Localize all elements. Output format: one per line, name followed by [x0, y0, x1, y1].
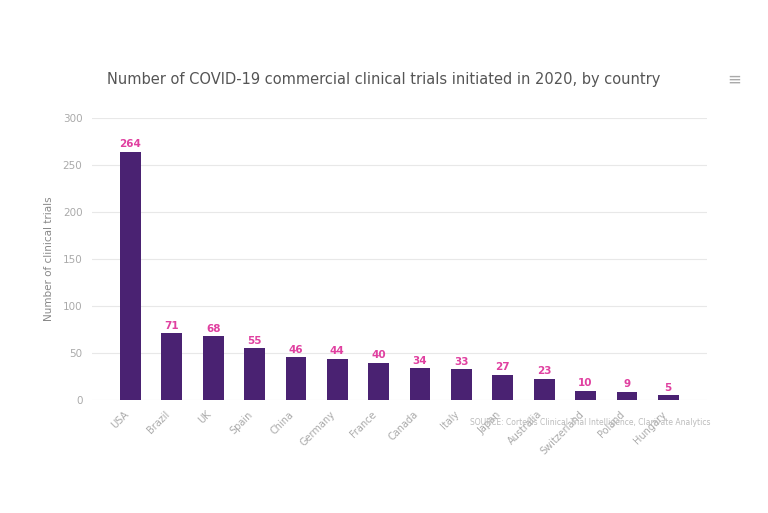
Text: 44: 44 — [330, 346, 345, 357]
Bar — [617, 392, 637, 400]
Bar — [161, 333, 182, 400]
Text: 10: 10 — [578, 379, 593, 388]
Text: 40: 40 — [372, 350, 386, 360]
Bar — [120, 152, 141, 400]
Text: Number of COVID-19 commercial clinical trials initiated in 2020, by country: Number of COVID-19 commercial clinical t… — [108, 72, 660, 87]
Text: 55: 55 — [247, 336, 262, 346]
Text: SOURCE: Cortellis Clinical Trial Intelligence, Clarivate Analytics: SOURCE: Cortellis Clinical Trial Intelli… — [470, 418, 710, 427]
Bar — [575, 391, 596, 400]
Bar — [658, 396, 679, 400]
Bar — [492, 374, 513, 400]
Bar — [451, 369, 472, 400]
Text: ≡: ≡ — [727, 70, 741, 89]
Text: 33: 33 — [454, 357, 468, 367]
Bar — [369, 363, 389, 400]
Text: 23: 23 — [537, 366, 551, 376]
Text: 34: 34 — [412, 356, 427, 366]
Bar — [534, 379, 554, 400]
Y-axis label: Number of clinical trials: Number of clinical trials — [45, 197, 55, 321]
Bar — [203, 336, 223, 400]
Text: 5: 5 — [664, 383, 672, 393]
Text: 264: 264 — [120, 140, 141, 149]
Bar — [244, 348, 265, 400]
Text: 71: 71 — [164, 321, 179, 331]
Text: 27: 27 — [495, 362, 510, 372]
Bar — [327, 359, 348, 400]
Bar — [286, 357, 306, 400]
Text: 9: 9 — [624, 379, 631, 389]
Text: 68: 68 — [206, 324, 220, 334]
Bar — [409, 368, 430, 400]
Text: 46: 46 — [289, 345, 303, 354]
